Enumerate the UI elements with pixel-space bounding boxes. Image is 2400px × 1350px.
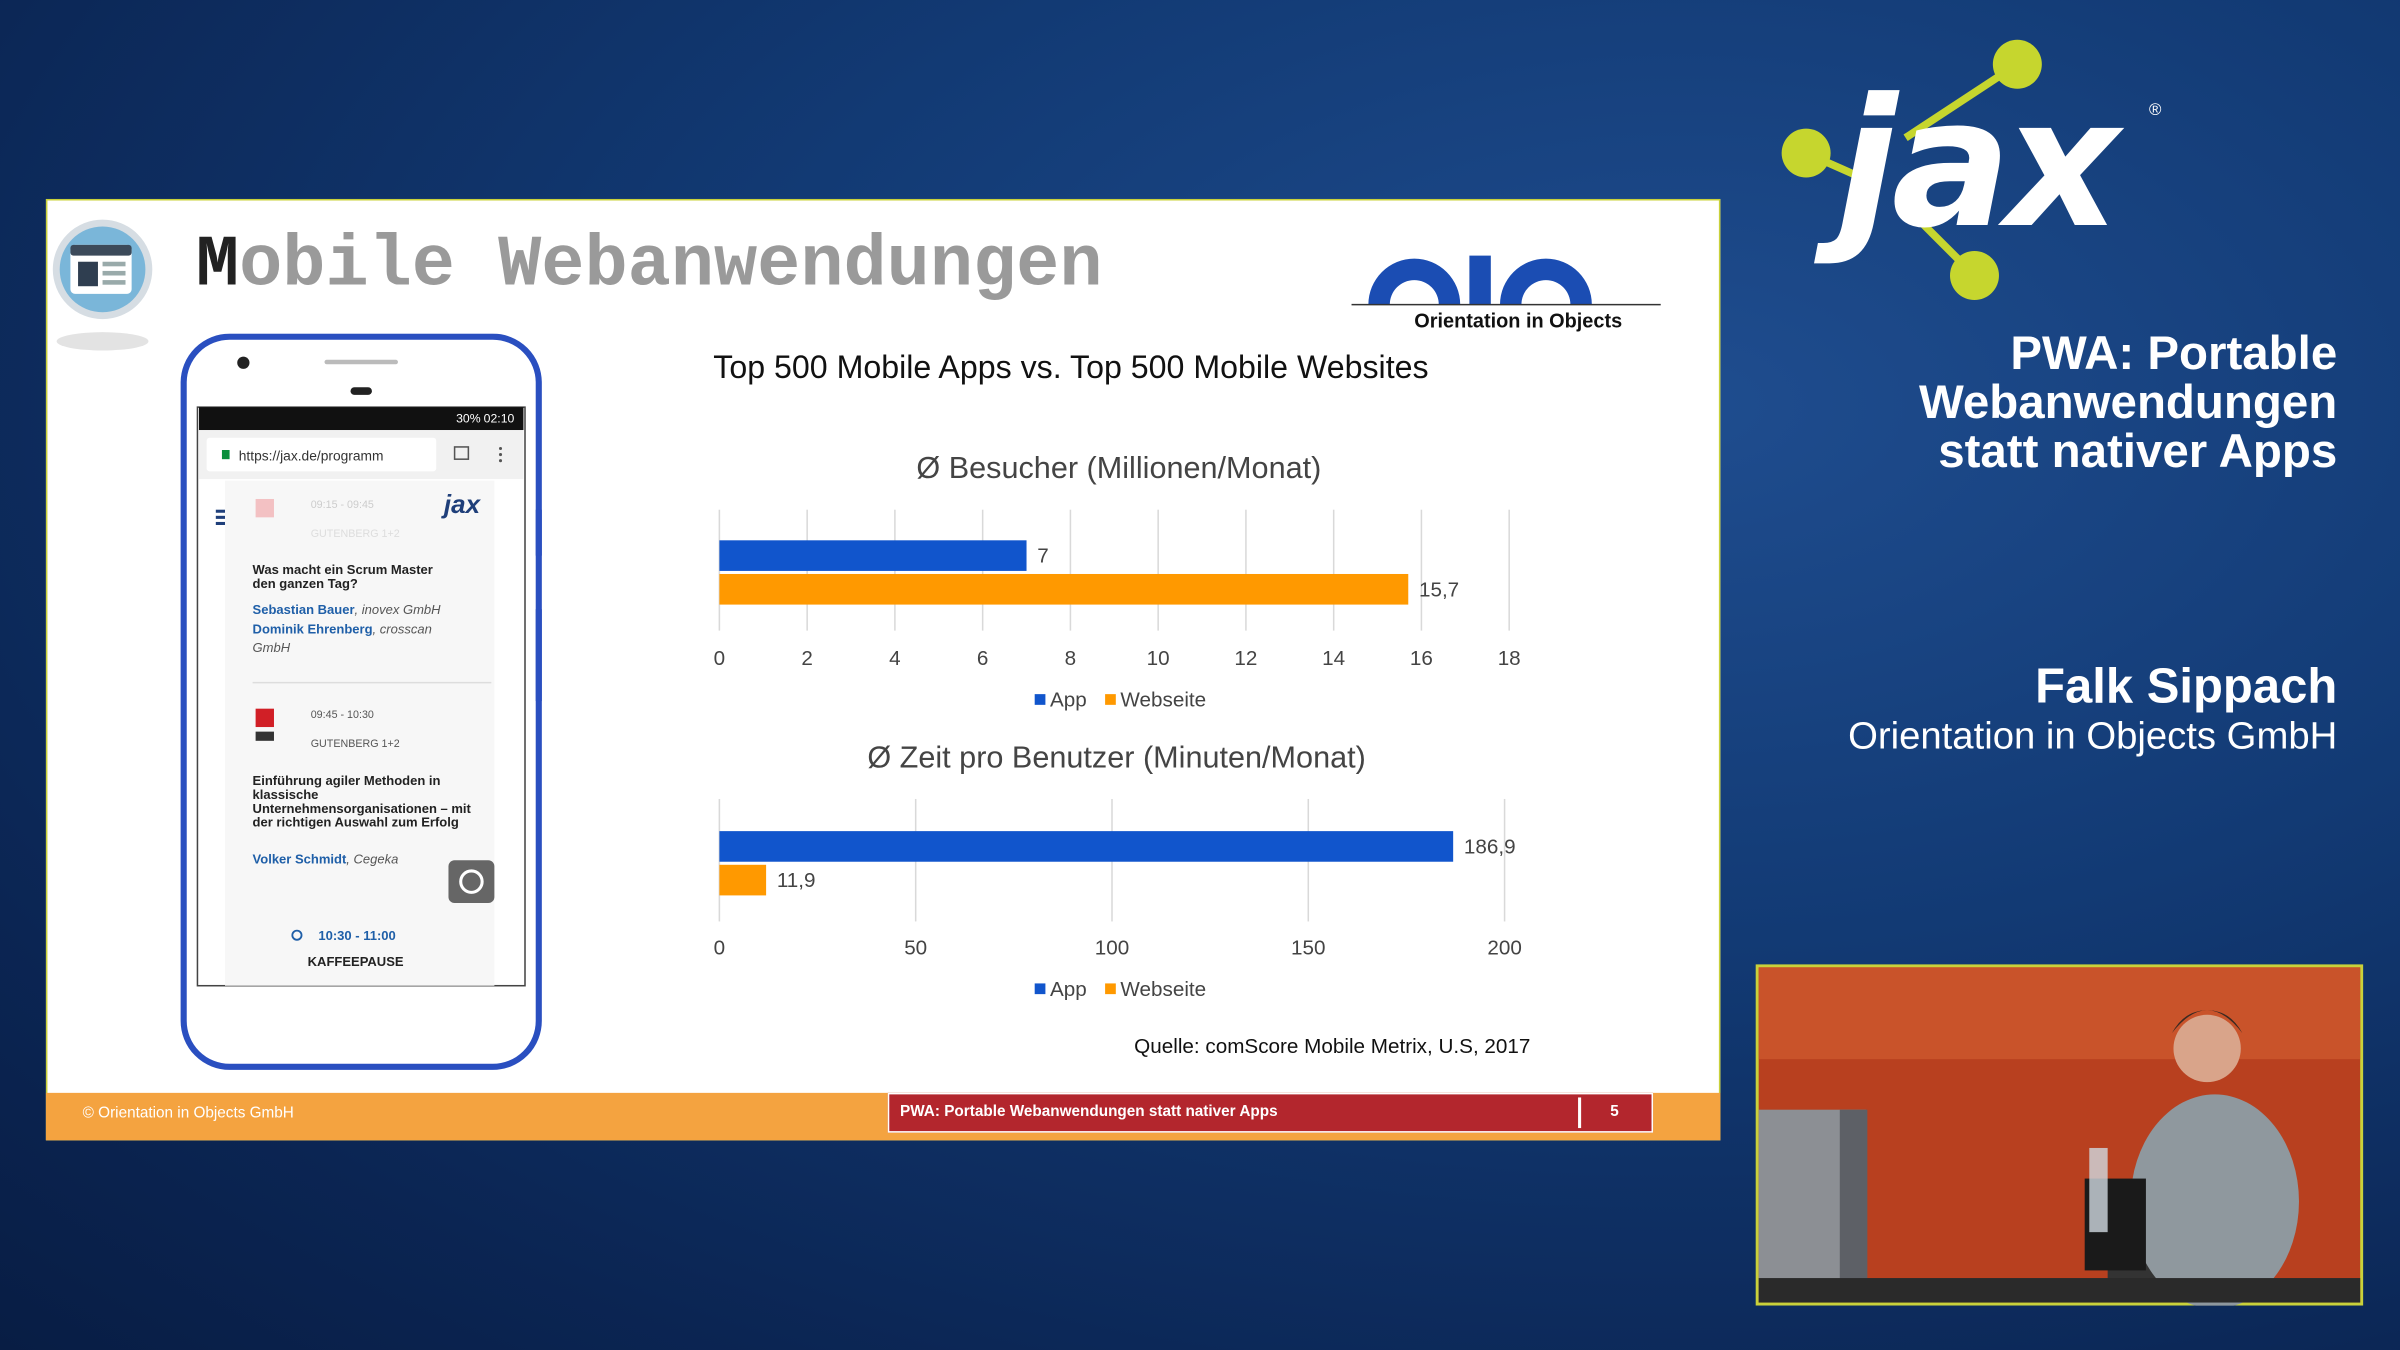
chart-title: Ø Zeit pro Benutzer (Minuten/Monat) <box>867 740 1365 774</box>
slide-icon <box>48 215 157 351</box>
bar <box>719 831 1454 862</box>
legend-label: Webseite <box>1120 978 1206 1001</box>
data-label: 11,9 <box>777 869 816 892</box>
x-tick-label: 12 <box>1234 647 1257 670</box>
source-note: Quelle: comScore Mobile Metrix, U.S, 201… <box>1134 1034 1531 1058</box>
legend-label: App <box>1050 978 1087 1001</box>
talk-title-line: PWA: Portable <box>2010 326 2338 380</box>
data-label: 15,7 <box>1419 578 1459 601</box>
url: https://jax.de/programm <box>238 448 384 464</box>
footer-talk-box <box>887 1092 1654 1133</box>
phone-frame <box>180 333 542 1070</box>
legend-swatch <box>1105 694 1116 705</box>
x-tick-label: 2 <box>801 647 813 670</box>
logo-caption: Orientation in Objects <box>1414 309 1623 333</box>
x-tick-label: 0 <box>714 936 726 959</box>
speaker-name: Dominik Ehrenberg <box>252 621 373 637</box>
break-title: KAFFEEPAUSE <box>307 953 404 969</box>
break-time: 10:30 - 11:00 <box>318 927 396 943</box>
speaker-affiliation: , Cegeka <box>346 851 399 867</box>
copyright: © Orientation in Objects GmbH <box>82 1105 294 1122</box>
x-tick-label: 200 <box>1487 936 1521 959</box>
footer-talk: PWA: Portable Webanwendungen statt nativ… <box>900 1103 1278 1121</box>
chart-heading: Top 500 Mobile Apps vs. Top 500 Mobile W… <box>713 350 1429 386</box>
x-tick-label: 0 <box>714 647 726 670</box>
legend-swatch <box>1105 983 1116 995</box>
legend-swatch <box>1034 983 1046 995</box>
x-tick-label: 100 <box>1095 936 1129 959</box>
x-tick-label: 4 <box>889 647 900 670</box>
chart-title: Ø Besucher (Millionen/Monat) <box>916 451 1321 485</box>
data-label: 7 <box>1037 545 1049 568</box>
speaker-affiliation: , inovex GmbH <box>354 601 441 617</box>
data-label: 186,9 <box>1464 835 1516 858</box>
talk-title-line: statt nativer Apps <box>1938 423 2338 478</box>
x-tick-label: 8 <box>1065 647 1076 670</box>
legend-swatch <box>1034 694 1046 705</box>
talk-title: PWA: Portable Webanwendungen statt nativ… <box>1918 326 2338 478</box>
x-tick-label: 18 <box>1498 647 1521 670</box>
phone-logo: jax <box>443 489 481 519</box>
bar <box>719 864 767 896</box>
talk-title: Einführung agiler Methoden in klassische… <box>252 772 471 830</box>
talk-title: Was macht ein Scrum Master den ganzen Ta… <box>252 561 433 591</box>
speaker: Dominik Ehrenberg, crosscan GmbH <box>253 620 467 657</box>
legend-label: Webseite <box>1120 688 1206 711</box>
speaker-company: Orientation in Objects GmbH <box>1848 714 2338 758</box>
speaker-name: Volker Schmidt <box>252 851 347 867</box>
talk-title-line: Webanwendungen <box>1918 375 2338 429</box>
clock: 02:10 <box>483 411 515 426</box>
speaker-video <box>1755 964 2364 1306</box>
speaker-affiliation: , crosscan GmbH <box>252 621 432 656</box>
bar <box>719 573 1409 605</box>
speaker-name: Falk Sippach <box>2035 658 2338 714</box>
x-tick-label: 14 <box>1322 647 1345 670</box>
x-tick-label: 150 <box>1291 936 1325 959</box>
registered-mark: ® <box>2148 101 2162 120</box>
footer-divider <box>1578 1097 1582 1129</box>
oio-logo <box>1351 255 1661 306</box>
talk-room: GUTENBERG 1+2 <box>310 739 400 750</box>
speaker-name: Sebastian Bauer <box>252 601 355 617</box>
x-tick-label: 50 <box>904 936 927 959</box>
bar <box>719 540 1027 571</box>
faded-time: 09:15 - 09:45 <box>310 500 374 512</box>
jax-logo: jax <box>1836 61 2120 268</box>
faded-room: GUTENBERG 1+2 <box>310 529 400 541</box>
x-tick-label: 10 <box>1147 647 1170 670</box>
page-number: 5 <box>1610 1103 1619 1121</box>
speaker: Sebastian Bauer, inovex GmbH <box>253 602 441 617</box>
x-tick-label: 16 <box>1410 647 1433 670</box>
talk-time: 09:45 - 10:30 <box>310 710 374 721</box>
slide-title: Mobile Webanwendungen <box>195 226 1103 308</box>
legend-label: App <box>1050 688 1087 711</box>
x-tick-label: 6 <box>977 647 988 670</box>
speaker: Volker Schmidt, Cegeka <box>253 851 399 866</box>
jax-molecule <box>1781 39 2042 300</box>
battery: 30% <box>456 411 481 426</box>
